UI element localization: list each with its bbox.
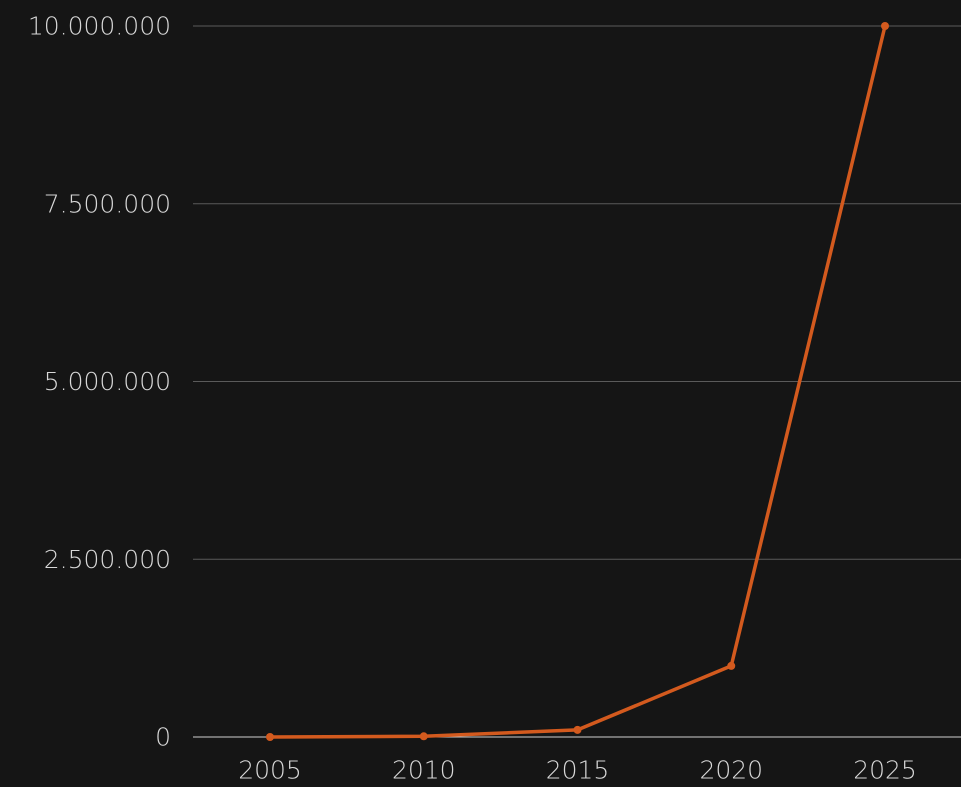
x-tick-label: 2005 — [238, 756, 302, 785]
y-tick-label: 2.500.000 — [44, 545, 171, 574]
y-axis-tick-labels: 0 2.500.000 5.000.000 7.500.000 10.000.000 — [28, 12, 171, 752]
y-tick-label: 10.000.000 — [28, 12, 171, 41]
x-tick-label: 2010 — [392, 756, 456, 785]
x-tick-label: 2015 — [546, 756, 610, 785]
series-layer — [266, 22, 889, 741]
y-tick-label: 5.000.000 — [44, 367, 171, 396]
x-axis-tick-labels: 2005 2010 2015 2020 2025 — [238, 756, 917, 785]
gridlines — [193, 25, 961, 738]
x-tick-label: 2020 — [699, 756, 763, 785]
data-point — [573, 725, 582, 734]
data-point — [266, 733, 274, 741]
x-tick-label: 2025 — [853, 756, 917, 785]
data-point — [881, 22, 889, 30]
y-tick-label: 7.500.000 — [44, 189, 171, 218]
data-point — [419, 732, 428, 741]
y-tick-label: 0 — [155, 723, 171, 752]
data-point — [727, 661, 736, 670]
